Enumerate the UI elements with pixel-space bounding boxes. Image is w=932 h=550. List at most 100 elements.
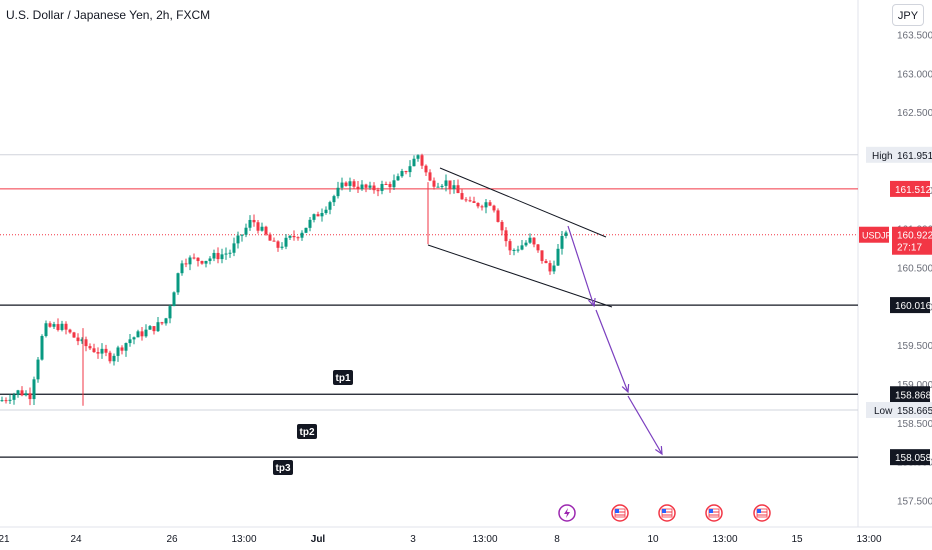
candle-body xyxy=(60,323,64,330)
x-tick-label: 21 xyxy=(0,534,10,545)
candle-body xyxy=(44,323,48,337)
x-tick-label: 3 xyxy=(410,534,416,545)
candle-body xyxy=(224,253,228,255)
y-tick-label: 162.500 xyxy=(897,108,932,119)
candle-body xyxy=(332,196,336,203)
candle-body xyxy=(76,337,80,342)
candle-body xyxy=(520,245,524,250)
candle-body xyxy=(380,183,384,191)
candle-body xyxy=(56,324,60,330)
low-value: 158.665 xyxy=(897,406,932,417)
candle-body xyxy=(248,219,252,228)
candle-body xyxy=(48,323,52,327)
candle-body xyxy=(144,329,148,337)
candle-body xyxy=(300,232,304,238)
projection-arrow xyxy=(567,225,595,307)
candle-body xyxy=(316,214,320,217)
candle-body xyxy=(116,347,120,356)
currency-button[interactable]: JPY xyxy=(892,4,924,26)
candle-body xyxy=(432,180,436,187)
candle-body xyxy=(340,182,344,188)
candle-body xyxy=(192,257,196,259)
level-price-label-bg xyxy=(890,180,930,197)
candle-body xyxy=(364,184,368,188)
candle-body xyxy=(532,237,536,245)
candle-body xyxy=(184,263,188,265)
candle-body xyxy=(476,202,480,207)
candle-body xyxy=(108,352,112,362)
candle-body xyxy=(40,336,44,360)
candle-body xyxy=(12,394,16,400)
target-label-bg xyxy=(333,370,353,385)
candle-body xyxy=(420,155,424,166)
level-price-label: 160.016 xyxy=(895,301,932,312)
candle-body xyxy=(24,393,28,396)
candle-body xyxy=(148,326,152,330)
candle-body xyxy=(104,348,108,353)
candle-body xyxy=(16,390,20,395)
candle-body xyxy=(452,185,456,190)
projection-arrow-head xyxy=(621,383,630,394)
channel-lower-line xyxy=(427,244,613,308)
candle-body xyxy=(368,185,372,188)
candle-body xyxy=(384,183,388,185)
candle-body xyxy=(488,202,492,206)
high-label: High xyxy=(872,151,893,162)
candle-body xyxy=(296,237,300,239)
candle-body xyxy=(4,400,8,402)
candle-body xyxy=(512,249,516,251)
candle-body xyxy=(232,243,236,253)
candle-body xyxy=(308,219,312,228)
candle-body xyxy=(396,176,400,181)
candle-body xyxy=(400,171,404,177)
candle-body xyxy=(36,359,40,380)
candle-body xyxy=(464,199,468,201)
candle-body xyxy=(140,331,144,337)
candle-body xyxy=(428,172,432,181)
x-tick-label: 24 xyxy=(70,534,82,545)
target-label: tp2 xyxy=(300,427,315,438)
candle-body xyxy=(500,221,504,231)
flag-canton xyxy=(615,509,619,513)
candle-body xyxy=(212,252,216,259)
channel-upper-line xyxy=(439,167,607,238)
current-price-bg xyxy=(892,226,932,255)
x-tick-label: Jul xyxy=(311,534,326,545)
candle-body xyxy=(408,166,412,173)
candle-body xyxy=(244,227,248,235)
candle-body xyxy=(496,210,500,222)
level-price-label: 161.512 xyxy=(895,185,932,196)
x-tick-label: 10 xyxy=(647,534,659,545)
candle-body xyxy=(256,222,260,231)
projection-arrow xyxy=(595,309,629,393)
candle-body xyxy=(272,240,276,242)
high-label-bg xyxy=(866,146,932,163)
symbol-tag-bg xyxy=(859,226,889,243)
x-tick-label: 13:00 xyxy=(856,534,881,545)
candle-body xyxy=(284,237,288,247)
candle-body xyxy=(524,242,528,246)
y-tick-label: 160.500 xyxy=(897,264,932,275)
candle-body xyxy=(200,261,204,264)
candle-body xyxy=(448,180,452,190)
candle-body xyxy=(356,186,360,190)
candle-body xyxy=(544,260,548,264)
candle-body xyxy=(444,180,448,186)
candle-body xyxy=(304,227,308,233)
projection-arrow xyxy=(627,395,663,455)
candle-body xyxy=(64,323,68,330)
candle-body xyxy=(472,201,476,203)
x-tick-label: 13:00 xyxy=(712,534,737,545)
candle-body xyxy=(460,193,464,200)
candle-body xyxy=(100,348,104,354)
flag-canton xyxy=(709,509,713,513)
candle-body xyxy=(160,322,164,324)
high-value: 161.951 xyxy=(897,151,932,162)
candle-body xyxy=(548,263,552,272)
candle-body xyxy=(352,181,356,187)
candle-body xyxy=(120,347,124,351)
candle-body xyxy=(392,180,396,188)
candle-body xyxy=(552,265,556,272)
candle-body xyxy=(176,273,180,293)
